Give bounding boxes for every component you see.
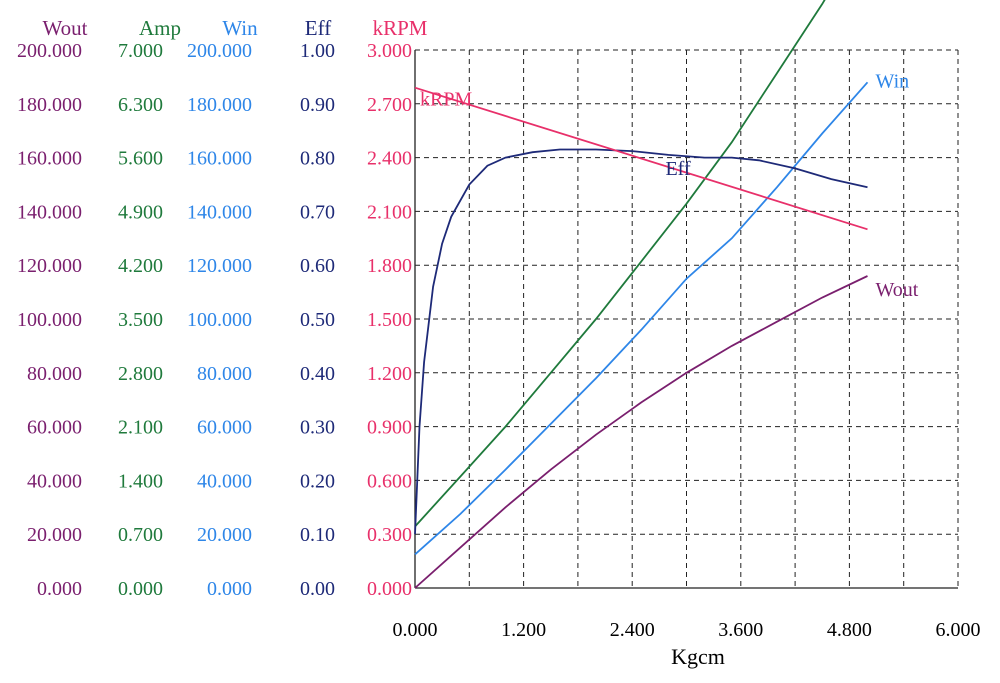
y-tick-label-amp: 2.800: [118, 363, 163, 385]
y-tick-label-win: 20.000: [197, 524, 252, 546]
y-tick-label-eff: 0.80: [300, 148, 335, 170]
x-tick-label: 4.800: [827, 619, 872, 641]
y-tick-label-wout: 40.000: [27, 470, 82, 492]
y-tick-label-amp: 0.700: [118, 524, 163, 546]
axis-header-krpm: kRPM: [373, 16, 428, 40]
y-tick-label-amp: 0.000: [118, 578, 163, 600]
curve-label-wout: Wout: [876, 279, 919, 301]
axis-header-amp: Amp: [139, 16, 181, 40]
y-tick-label-win: 200.000: [187, 40, 252, 62]
y-tick-label-win: 160.000: [187, 148, 252, 170]
y-tick-label-eff: 0.50: [300, 309, 335, 331]
y-tick-label-wout: 100.000: [17, 309, 82, 331]
curve-label-krpm: kRPM: [420, 89, 472, 111]
y-tick-label-win: 80.000: [197, 363, 252, 385]
y-tick-label-krpm: 0.900: [367, 417, 412, 439]
y-tick-label-eff: 0.90: [300, 94, 335, 116]
x-tick-label: 0.000: [393, 619, 438, 641]
curve-label-win: Win: [876, 70, 910, 92]
y-tick-label-eff: 0.30: [300, 417, 335, 439]
x-tick-label: 6.000: [936, 619, 981, 641]
y-tick-label-win: 40.000: [197, 470, 252, 492]
y-tick-label-krpm: 0.000: [367, 578, 412, 600]
y-tick-label-krpm: 0.300: [367, 524, 412, 546]
y-tick-label-eff: 0.40: [300, 363, 335, 385]
y-tick-label-amp: 5.600: [118, 148, 163, 170]
series-line-wout: [414, 275, 868, 589]
y-tick-label-eff: 0.70: [300, 201, 335, 223]
y-tick-label-wout: 0.000: [37, 578, 82, 600]
axis-header-wout: Wout: [43, 16, 88, 40]
y-tick-label-krpm: 0.600: [367, 470, 412, 492]
y-tick-label-amp: 7.000: [118, 40, 163, 62]
x-tick-label: 1.200: [501, 619, 546, 641]
y-tick-label-eff: 0.00: [300, 578, 335, 600]
series-line-krpm: [414, 86, 868, 231]
y-tick-label-wout: 160.000: [17, 148, 82, 170]
y-tick-label-krpm: 2.400: [367, 148, 412, 170]
series-line-amp: [414, 0, 826, 528]
y-tick-label-wout: 140.000: [17, 201, 82, 223]
y-tick-label-amp: 1.400: [118, 470, 163, 492]
x-axis-tick-labels: 0.000 1.200 2.400 3.600 4.800 6.000: [393, 619, 981, 641]
y-tick-label-wout: 120.000: [17, 255, 82, 277]
y-tick-label-win: 120.000: [187, 255, 252, 277]
y-tick-label-eff: 0.10: [300, 524, 335, 546]
y-tick-label-wout: 200.000: [17, 40, 82, 62]
x-axis-label: Kgcm: [671, 644, 725, 669]
y-tick-label-win: 60.000: [197, 417, 252, 439]
y-tick-label-wout: 80.000: [27, 363, 82, 385]
y-tick-label-win: 0.000: [207, 578, 252, 600]
y-tick-label-krpm: 1.200: [367, 363, 412, 385]
x-tick-label: 3.600: [718, 619, 763, 641]
y-tick-label-eff: 0.20: [300, 470, 335, 492]
series-lines: [414, 0, 869, 589]
y-tick-label-win: 100.000: [187, 309, 252, 331]
y-tick-label-wout: 60.000: [27, 417, 82, 439]
grid: [414, 49, 959, 589]
axis-header-win: Win: [222, 16, 258, 40]
y-tick-label-krpm: 2.700: [367, 94, 412, 116]
y-tick-label-eff: 1.00: [300, 40, 335, 62]
y-tick-label-eff: 0.60: [300, 255, 335, 277]
y-tick-label-win: 180.000: [187, 94, 252, 116]
y-axes-headers: Wout Amp Win Eff kRPM: [43, 16, 428, 40]
y-tick-label-krpm: 1.800: [367, 255, 412, 277]
y-tick-label-wout: 180.000: [17, 94, 82, 116]
series-line-win: [414, 81, 869, 556]
curve-label-eff: Eff: [665, 158, 691, 180]
x-tick-label: 2.400: [610, 619, 655, 641]
y-tick-label-krpm: 1.500: [367, 309, 412, 331]
y-tick-label-krpm: 3.000: [367, 40, 412, 62]
y-tick-label-krpm: 2.100: [367, 201, 412, 223]
y-tick-label-amp: 4.900: [118, 201, 163, 223]
y-axes-tick-labels: 0.000 20.000 40.000 60.000 80.000 100.000 120.…: [17, 40, 412, 600]
y-tick-label-wout: 20.000: [27, 524, 82, 546]
y-tick-label-amp: 3.500: [118, 309, 163, 331]
y-tick-label-amp: 2.100: [118, 417, 163, 439]
axis-header-eff: Eff: [305, 16, 331, 40]
y-tick-label-amp: 6.300: [118, 94, 163, 116]
y-tick-label-amp: 4.200: [118, 255, 163, 277]
series-line-eff: [414, 148, 868, 535]
y-tick-label-win: 140.000: [187, 201, 252, 223]
